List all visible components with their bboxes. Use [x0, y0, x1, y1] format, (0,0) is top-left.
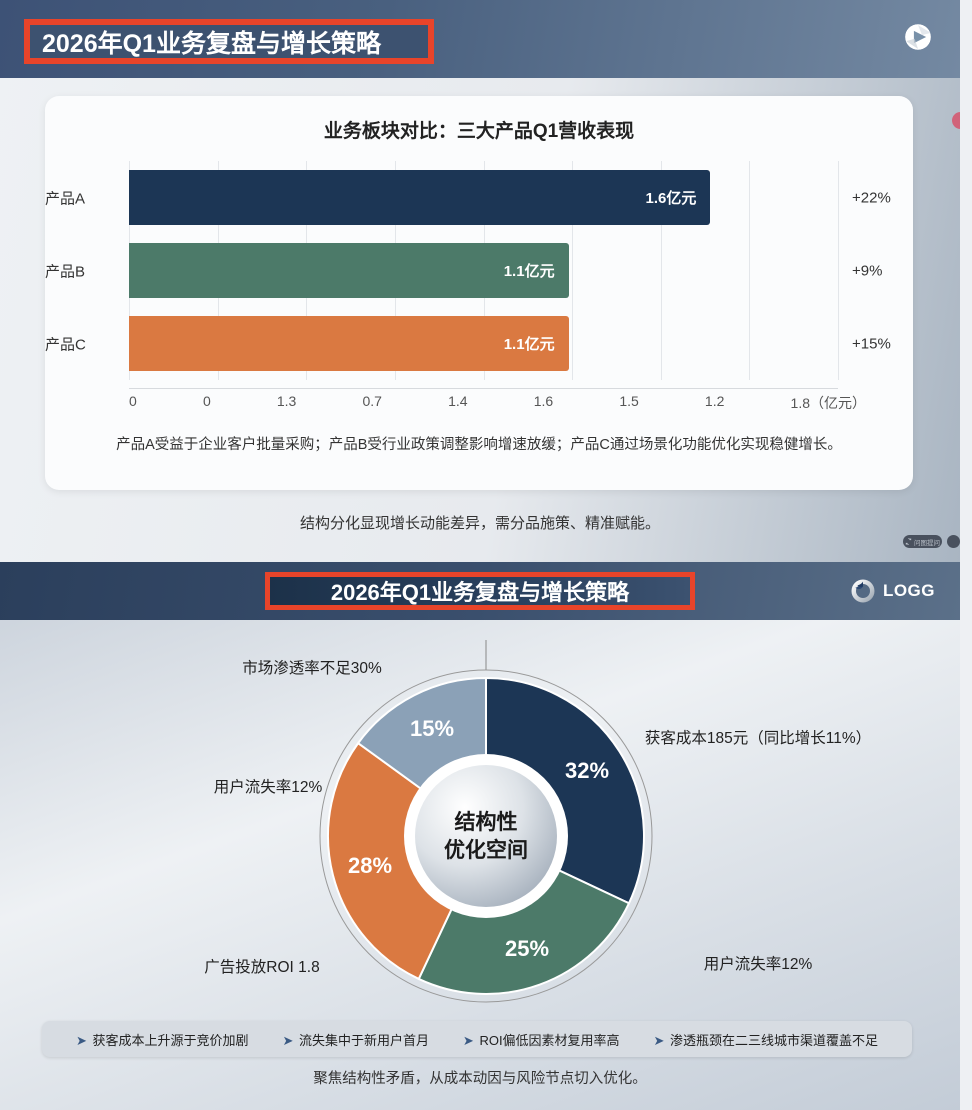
svg-text:15%: 15% — [410, 716, 454, 741]
svg-text:28%: 28% — [348, 853, 392, 878]
svg-text:用户流失率12%: 用户流失率12% — [214, 778, 323, 796]
svg-text:用户流失率12%: 用户流失率12% — [704, 955, 813, 973]
svg-text:获客成本185元（同比增长11%）: 获客成本185元（同比增长11%） — [645, 729, 871, 747]
svg-text:25%: 25% — [505, 936, 549, 961]
svg-text:优化空间: 优化空间 — [444, 838, 528, 862]
svg-text:结构性: 结构性 — [455, 810, 518, 834]
svg-text:32%: 32% — [565, 758, 609, 783]
svg-text:广告投放ROI 1.8: 广告投放ROI 1.8 — [204, 958, 319, 976]
svg-text:市场渗透率不足30%: 市场渗透率不足30% — [242, 659, 382, 677]
